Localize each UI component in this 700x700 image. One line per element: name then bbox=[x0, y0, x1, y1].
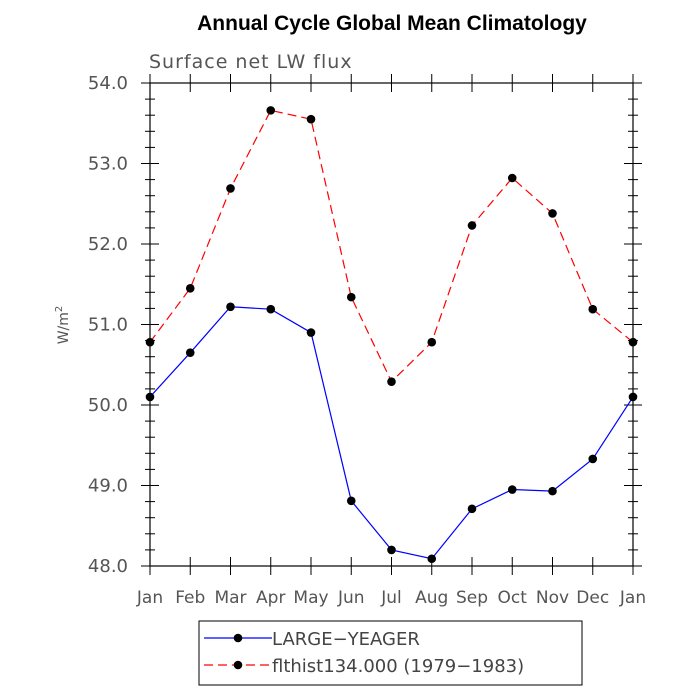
series-2-point bbox=[266, 106, 276, 115]
series-line-2 bbox=[149, 109, 634, 383]
series-1-point bbox=[226, 302, 235, 312]
y-axis-label-text: W/m bbox=[56, 312, 72, 344]
y-tick-label: 49.0 bbox=[88, 476, 128, 497]
y-tick-label: 53.0 bbox=[88, 154, 128, 175]
axis-ticks bbox=[141, 74, 642, 575]
legend-box bbox=[198, 620, 583, 686]
legend-marker-2 bbox=[233, 660, 243, 670]
series-2-point bbox=[548, 209, 557, 218]
series-2-point bbox=[588, 304, 598, 314]
series-1-point bbox=[266, 304, 276, 314]
series-1-point bbox=[467, 504, 477, 514]
y-tick-label: 50.0 bbox=[88, 395, 128, 416]
series-1-point bbox=[427, 554, 437, 564]
series-1-point bbox=[628, 392, 638, 402]
x-tick-label: Dec bbox=[576, 588, 609, 608]
x-tick-label: Aug bbox=[415, 588, 448, 608]
series-2-point bbox=[507, 173, 517, 183]
series-2-point bbox=[145, 337, 155, 347]
y-axis-label-superscript: 2 bbox=[54, 306, 65, 312]
x-tick-label: Jul bbox=[380, 588, 402, 608]
series-1-point bbox=[588, 454, 598, 464]
x-tick-labels: Jan Feb Mar Apr May Jun Jul Aug Sep Oct Nov Dec Jan bbox=[136, 588, 646, 608]
legend: LARGE−YEAGER flthist134.000 (1979−1983) bbox=[198, 620, 583, 686]
series-line-1 bbox=[149, 306, 634, 560]
x-tick-label: Sep bbox=[456, 588, 488, 608]
x-tick-label: Jun bbox=[337, 588, 365, 608]
plot-frame bbox=[149, 82, 634, 567]
series-1-point bbox=[507, 485, 517, 494]
x-tick-label: Jan bbox=[136, 588, 163, 608]
y-tick-label: 52.0 bbox=[88, 234, 128, 255]
y-tick-label: 48.0 bbox=[88, 556, 128, 577]
chart-subtitle: Surface net LW flux bbox=[149, 51, 353, 73]
x-tick-label: Mar bbox=[214, 588, 246, 608]
series-2-point bbox=[346, 292, 356, 302]
legend-label-1: LARGE−YEAGER bbox=[272, 629, 420, 650]
y-tick-label: 51.0 bbox=[88, 315, 128, 336]
series-1-point bbox=[306, 328, 316, 337]
series-2-point bbox=[226, 184, 235, 193]
series-1-point bbox=[548, 486, 557, 496]
series-1-point bbox=[346, 496, 356, 506]
series-2-point bbox=[387, 377, 396, 386]
series-layer bbox=[145, 106, 638, 564]
x-tick-label: Feb bbox=[175, 588, 205, 608]
x-tick-label: May bbox=[293, 588, 328, 608]
legend-label-2: flthist134.000 (1979−1983) bbox=[272, 656, 524, 677]
series-1-point bbox=[387, 545, 396, 555]
legend-items: LARGE−YEAGER flthist134.000 (1979−1983) bbox=[204, 629, 524, 677]
series-2-point bbox=[467, 221, 477, 230]
x-tick-label: Jan bbox=[619, 588, 646, 608]
series-2-point bbox=[628, 337, 638, 347]
x-tick-label: Oct bbox=[498, 588, 528, 608]
series-2-point bbox=[306, 114, 316, 124]
x-tick-label: Nov bbox=[536, 588, 569, 608]
y-axis-label: W/m2 bbox=[54, 306, 72, 345]
y-tick-label: 54.0 bbox=[88, 73, 128, 94]
series-2-point bbox=[185, 283, 195, 293]
series-1-point bbox=[145, 392, 155, 402]
series-2-point bbox=[427, 337, 437, 347]
x-tick-label: Apr bbox=[256, 588, 285, 608]
legend-marker-1 bbox=[233, 633, 243, 643]
chart-title: Annual Cycle Global Mean Climatology bbox=[197, 12, 587, 35]
series-1-point bbox=[185, 348, 195, 357]
y-tick-labels: 48.0 49.0 50.0 51.0 52.0 53.0 54.0 bbox=[88, 73, 128, 577]
